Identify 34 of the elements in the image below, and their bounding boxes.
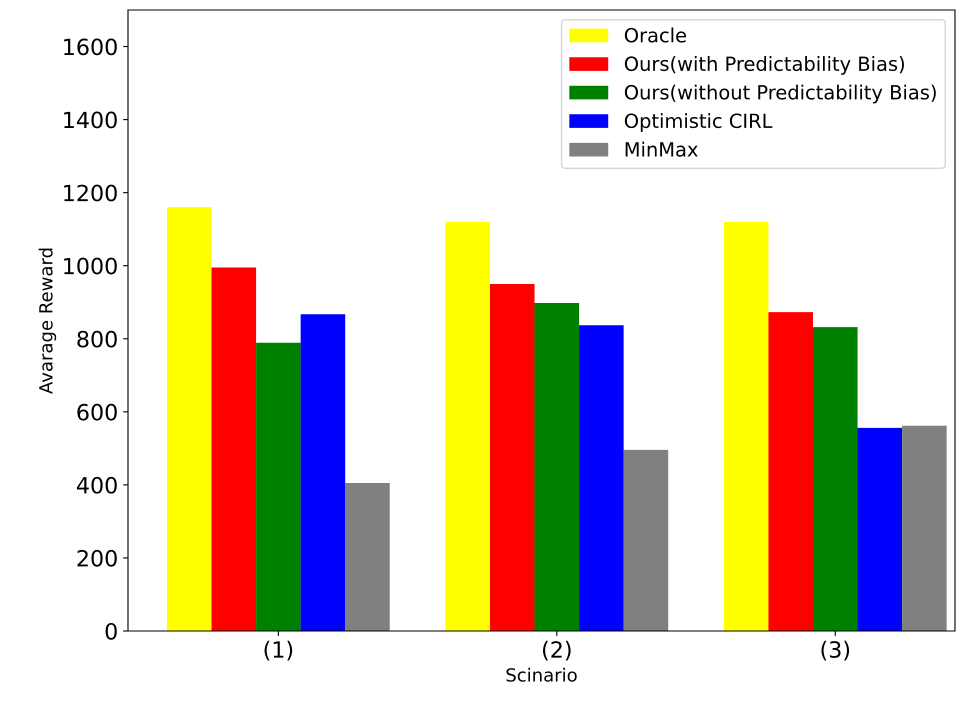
y-tick-label: 200: [77, 550, 117, 567]
bar: [579, 325, 624, 631]
y-tick-label: 0: [106, 622, 117, 640]
bar: [256, 342, 301, 631]
y-tick-label: 600: [77, 404, 117, 421]
legend-label: Ours(with Predictability Bias): [624, 56, 904, 75]
y-tick-label: 1200: [64, 184, 117, 202]
bar: [858, 428, 902, 631]
x-axis-title: Scinario: [506, 668, 577, 682]
bar: [212, 268, 256, 631]
y-tick-label: 400: [76, 476, 117, 494]
bar: [166, 207, 212, 631]
bar: [534, 302, 580, 631]
y-tick-label: 1400: [64, 112, 117, 128]
bar: [490, 284, 535, 631]
x-tick-label: (2): [542, 640, 571, 661]
x-tick-label: (3): [821, 640, 850, 661]
legend-label: MinMax: [626, 142, 698, 157]
bar: [300, 314, 346, 631]
bar: [812, 327, 858, 631]
x-tick-label: (1): [264, 640, 292, 661]
bar: [624, 450, 668, 631]
y-axis-title: Avarage Reward: [38, 248, 56, 394]
legend-label: Ours(without Predictability Bias): [624, 84, 936, 104]
legend-label: Oracle: [624, 28, 686, 43]
bar: [345, 483, 390, 631]
y-tick-label: 1000: [64, 258, 117, 274]
y-tick-label: 1600: [64, 38, 117, 56]
bar: [724, 222, 768, 631]
y-tick-label: 800: [77, 330, 117, 348]
bar: [902, 426, 947, 631]
bar: [768, 312, 813, 631]
legend-label: Optimistic CIRL: [624, 113, 772, 132]
bar: [445, 222, 490, 631]
